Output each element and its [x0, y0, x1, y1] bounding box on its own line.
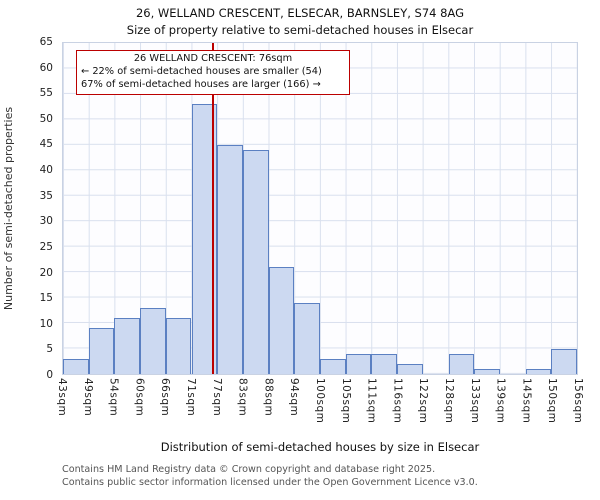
x-tick-label: 43sqm [56, 378, 68, 417]
x-tick-label: 66sqm [159, 378, 172, 417]
y-tick-label: 0 [46, 369, 53, 381]
x-tick-label: 71sqm [185, 378, 197, 417]
bar [551, 348, 577, 374]
bar [397, 363, 423, 374]
y-tick-label: 50 [39, 112, 53, 125]
x-tick-label: 49sqm [81, 378, 94, 417]
bar [114, 318, 141, 374]
x-tick-label: 133sqm [468, 378, 481, 424]
annotation-line-2: ← 22% of semi-detached houses are smalle… [81, 65, 322, 77]
bar [371, 353, 398, 374]
y-tick-label: 10 [39, 317, 53, 330]
x-tick-label: 156sqm [572, 378, 584, 424]
attribution-line-1: Contains HM Land Registry data © Crown c… [62, 464, 436, 475]
x-tick-label: 88sqm [262, 378, 275, 417]
x-tick-label: 83sqm [236, 378, 249, 417]
y-tick-label: 40 [39, 164, 53, 177]
annotation-line-3: 67% of semi-detached houses are larger (… [81, 78, 321, 90]
attribution-line-2: Contains public sector information licen… [62, 476, 478, 488]
x-tick-label: 105sqm [339, 378, 352, 424]
y-tick-label: 35 [39, 189, 53, 202]
x-tick-label: 145sqm [520, 378, 533, 424]
bar [294, 302, 320, 374]
bar [63, 358, 89, 374]
x-tick-label: 139sqm [494, 378, 507, 424]
attribution-footer: Contains HM Land Registry data © Crown c… [62, 464, 478, 490]
y-tick-label: 30 [39, 215, 53, 228]
x-tick-label: 100sqm [314, 378, 326, 424]
plot-area: 26 WELLAND CRESCENT: 76sqm ← 22% of semi… [62, 42, 578, 375]
marker-line [211, 43, 214, 374]
x-axis-ticks: 43sqm 49sqm 54sqm 60sqm 66sqm 71sqm 77sqm 83sqm… [56, 378, 584, 432]
y-tick-label: 55 [39, 87, 53, 100]
y-tick-label: 25 [39, 240, 53, 253]
y-tick-label: 15 [39, 292, 53, 305]
bar [448, 353, 475, 374]
bar [242, 149, 269, 374]
y-tick-label: 65 [39, 36, 53, 48]
chart-subtitle: Size of property relative to semi-detach… [126, 23, 474, 37]
bar [268, 267, 295, 374]
annotation-box: 26 WELLAND CRESCENT: 76sqm ← 22% of semi… [76, 50, 350, 95]
y-tick-label: 45 [39, 138, 53, 151]
x-tick-label: 54sqm [107, 378, 120, 417]
y-tick-label: 60 [39, 61, 53, 74]
annotation-line-1: 26 WELLAND CRESCENT: 76sqm [133, 53, 293, 64]
x-axis-label: Distribution of semi-detached houses by … [160, 440, 480, 454]
x-tick-label: 94sqm [288, 378, 301, 417]
x-tick-label: 150sqm [546, 378, 559, 424]
bar [140, 307, 166, 374]
bar [88, 328, 115, 374]
bar [165, 318, 192, 374]
y-tick-label: 5 [46, 343, 53, 356]
x-tick-label: 122sqm [417, 378, 430, 424]
x-tick-label: 116sqm [391, 378, 404, 424]
x-tick-label: 77sqm [210, 378, 223, 417]
x-tick-label: 128sqm [443, 378, 455, 424]
y-axis-ticks: 0 5 10 15 20 25 30 35 40 45 50 55 60 65 [0, 36, 57, 381]
bar [474, 368, 500, 374]
bar [217, 144, 243, 374]
x-tick-label: 60sqm [133, 378, 146, 417]
y-tick-label: 20 [39, 266, 53, 279]
bar [320, 358, 346, 374]
x-tick-label: 111sqm [365, 378, 378, 424]
chart-title: 26, WELLAND CRESCENT, ELSECAR, BARNSLEY,… [135, 6, 465, 20]
bar [345, 353, 372, 374]
bar [525, 368, 552, 374]
